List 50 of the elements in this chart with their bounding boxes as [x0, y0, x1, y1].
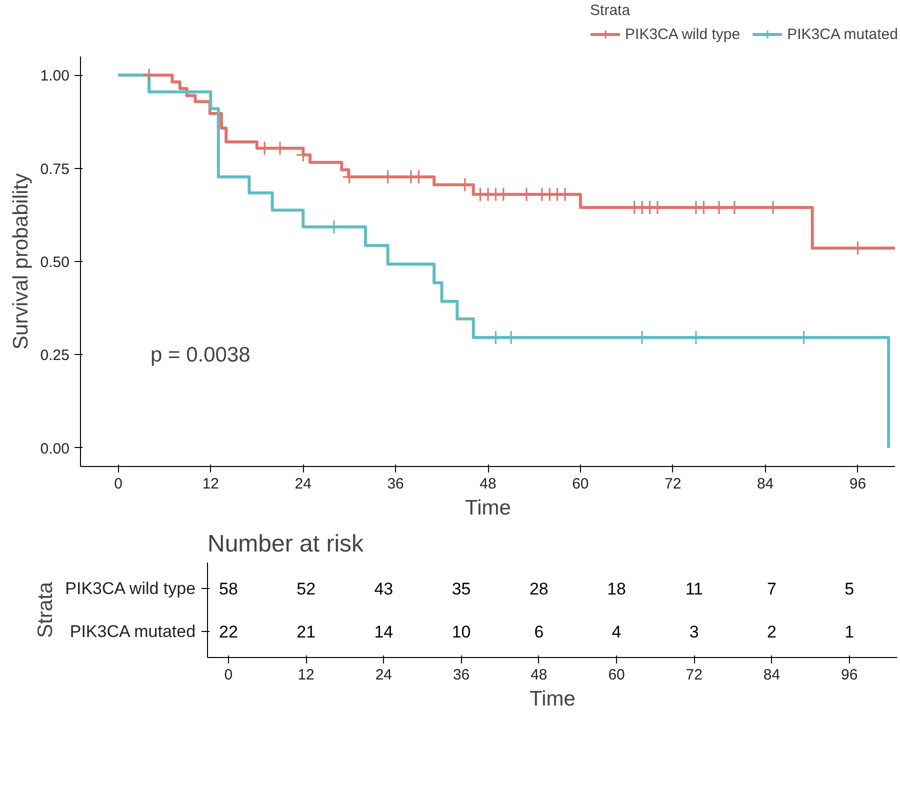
data-label: 1 — [844, 622, 854, 642]
x-tick-label: 48 — [530, 666, 548, 684]
data-label: 43 — [374, 579, 394, 598]
data-label: 5 — [844, 579, 854, 598]
data-label: 11 — [685, 579, 703, 598]
data-label: 3 — [689, 622, 699, 642]
data-label: 28 — [529, 579, 548, 598]
data-label: 6 — [534, 622, 544, 642]
x-tick-label: 0 — [224, 666, 233, 684]
y-tick-label: 1.00 — [40, 68, 70, 85]
x-tick-label: 60 — [572, 476, 589, 492]
data-label: 58 — [219, 579, 238, 598]
x-tick-label: 96 — [849, 476, 866, 492]
data-label: 7 — [767, 579, 777, 598]
chart-title: Number at risk — [208, 530, 365, 558]
y-axis-title: Strata — [34, 582, 58, 638]
x-tick-label: 72 — [664, 476, 682, 492]
legend-title: Strata — [590, 2, 632, 19]
data-label: 14 — [374, 622, 394, 642]
data-label: 22 — [219, 622, 238, 642]
annotation: p = 0.0038 — [150, 344, 250, 366]
x-tick-label: 84 — [763, 666, 780, 684]
x-tick-label: 36 — [387, 476, 404, 492]
x-tick-label: 60 — [608, 666, 625, 684]
x-tick-label: 48 — [480, 476, 496, 492]
x-tick-label: 12 — [298, 666, 314, 684]
x-tick-label: 12 — [202, 476, 220, 492]
x-tick-label: 72 — [686, 666, 702, 684]
x-tick-label: 84 — [756, 476, 774, 492]
y-tick-label: 0.50 — [40, 254, 70, 271]
legend-label: PIK3CA wild type — [625, 26, 740, 42]
data-label: 10 — [452, 622, 471, 642]
data-label: 35 — [452, 579, 471, 598]
x-tick-label: 36 — [452, 666, 470, 684]
x-tick-label: 24 — [375, 666, 392, 684]
x-axis-title: Time — [530, 688, 576, 710]
data-label: 21 — [296, 622, 316, 642]
x-axis-title: Time — [465, 496, 511, 520]
y-tick-label: 0.00 — [40, 440, 70, 458]
legend-label: PIK3CA mutated — [787, 26, 898, 42]
y-axis-title: Survival probability — [9, 172, 32, 350]
data-label: 18 — [607, 579, 626, 598]
y-tick-label: 0.25 — [40, 347, 70, 364]
x-tick-label: 0 — [114, 476, 122, 492]
x-tick-label: 96 — [841, 666, 858, 684]
x-tick-label: 24 — [294, 476, 312, 492]
data-label: 52 — [296, 579, 316, 598]
data-label: 2 — [767, 622, 777, 642]
y-tick-label: 0.75 — [40, 160, 70, 178]
data-label: 4 — [612, 622, 622, 642]
